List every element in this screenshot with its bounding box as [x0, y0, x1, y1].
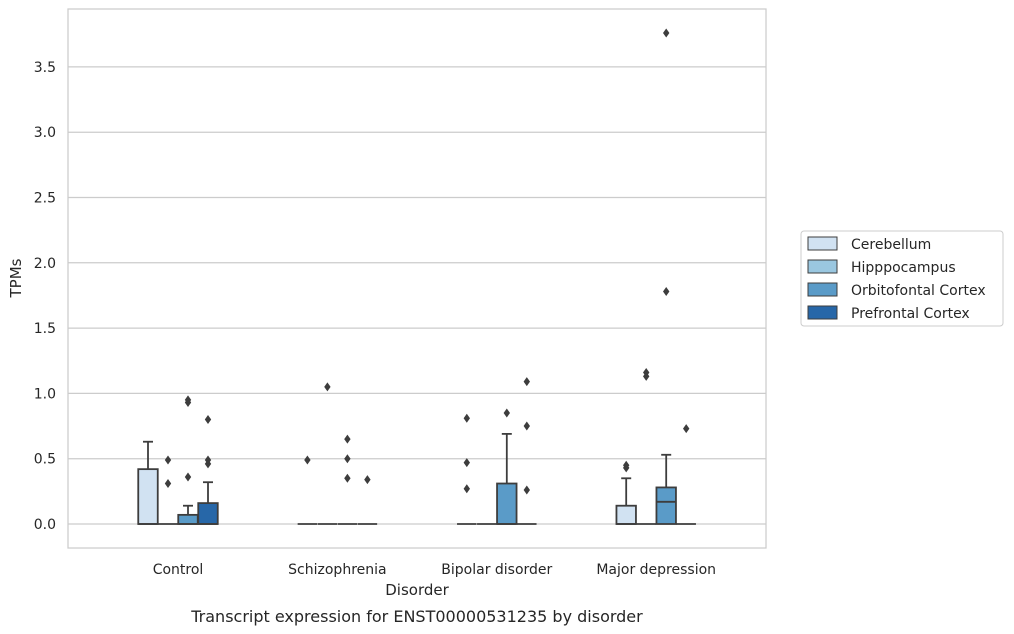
box-prefrontal-cortex: [197, 415, 219, 525]
box-cerebellum: [615, 460, 637, 525]
y-tick-label: 1.0: [34, 386, 56, 402]
box-body: [615, 504, 637, 525]
box-body: [655, 486, 677, 525]
box-cerebellum: [297, 455, 318, 525]
outlier-point: [344, 473, 351, 483]
box-body: [177, 513, 199, 525]
legend-swatch: [807, 259, 838, 274]
box-prefrontal-cortex: [676, 424, 696, 525]
y-tick-labels: 0.0 0.5 1.0 1.5 2.0 2.5 3.0 3.5: [34, 60, 56, 533]
legend-label: Hipppocampus: [851, 260, 956, 276]
y-tick-label: 2.0: [34, 256, 56, 272]
outlier-point: [683, 424, 690, 434]
legend-label: Orbitofontal Cortex: [851, 283, 986, 299]
y-tick-label: 0.0: [34, 517, 56, 533]
x-axis-label: Disorder: [385, 581, 449, 599]
x-tick-labels: Control Schizophrenia Bipolar disorder Majo…: [153, 562, 716, 578]
x-tick-label: Schizophrenia: [288, 562, 386, 578]
y-tick-label: 0.5: [34, 452, 56, 468]
y-axis-label: TPMs: [7, 258, 25, 298]
plot-background: [68, 9, 766, 548]
outlier-point: [463, 484, 470, 494]
box-body: [197, 502, 219, 525]
legend: Cerebellum Hipppocampus Orbitofontal Corte…: [800, 230, 1004, 327]
outlier-point: [643, 368, 650, 378]
outlier-point: [304, 455, 311, 465]
box-orbitofontal-cortex: [496, 408, 518, 525]
outlier-point: [324, 382, 331, 392]
legend-label: Prefrontal Cortex: [851, 306, 970, 322]
outlier-point: [523, 421, 530, 431]
legend-swatch: [807, 236, 838, 251]
outlier-point: [463, 413, 470, 423]
x-tick-label: Bipolar disorder: [441, 562, 552, 578]
box-prefrontal-cortex: [357, 475, 378, 525]
outlier-point: [463, 458, 470, 468]
x-tick-label: Major depression: [596, 562, 716, 578]
box-hipppocampus: [636, 368, 656, 525]
grid-lines: [68, 66, 766, 525]
outlier-point: [204, 415, 212, 425]
box-body: [137, 468, 159, 525]
outlier-point: [503, 408, 510, 418]
legend-frame: [800, 230, 1004, 327]
box-cerebellum: [457, 413, 477, 525]
outlier-point: [204, 455, 212, 465]
chart-caption: Transcript expression for ENST0000053123…: [190, 607, 643, 626]
box-hipppocampus: [158, 455, 178, 525]
outlier-point: [164, 479, 172, 489]
outlier-point: [164, 455, 172, 465]
outlier-point: [344, 454, 351, 464]
outlier-point: [623, 460, 630, 470]
x-tick-label: Control: [153, 562, 204, 578]
legend-label: Cerebellum: [851, 237, 931, 253]
box-prefrontal-cortex: [517, 377, 537, 525]
outlier-point: [663, 287, 670, 297]
y-tick-label: 3.5: [34, 60, 56, 76]
box-body: [496, 482, 518, 525]
outlier-point: [184, 472, 192, 482]
plot-frame: [67, 8, 767, 549]
y-tick-label: 1.5: [34, 321, 56, 337]
box-hipppocampus: [317, 382, 338, 525]
outlier-point: [184, 395, 192, 405]
legend-swatch: [807, 282, 838, 297]
box-cerebellum: [137, 440, 159, 525]
legend-swatch: [807, 305, 838, 320]
y-tick-label: 2.5: [34, 191, 56, 207]
box-orbitofontal-cortex: [655, 28, 677, 525]
outlier-point: [663, 28, 670, 38]
box-orbitofontal-cortex: [337, 434, 358, 525]
outlier-point: [344, 434, 351, 444]
box-series: [137, 28, 696, 525]
outlier-point: [523, 377, 530, 387]
y-tick-label: 3.0: [34, 125, 56, 141]
outlier-point: [364, 475, 371, 485]
outlier-point: [523, 485, 530, 495]
